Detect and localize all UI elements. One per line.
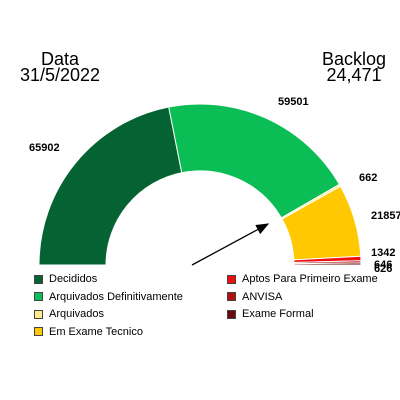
legend-label: Arquivados	[49, 308, 105, 320]
date-title: Data	[40, 49, 80, 69]
data-label-1: 59501	[278, 96, 309, 108]
legend-swatch	[34, 274, 43, 284]
gauge-segment-6	[293, 262, 362, 266]
legend-item-4: Aptos Para Primeiro Exame	[227, 273, 378, 285]
legend-swatch	[34, 309, 43, 319]
data-label-5: 646	[374, 259, 393, 271]
legend-label: Exame Formal	[242, 308, 314, 320]
legend-label: Arquivados Definitivamente	[49, 290, 183, 303]
legend-item-0: Decididos	[34, 273, 97, 285]
legend-item-5: ANVISA	[227, 291, 282, 303]
date-value: 31/5/2022	[19, 65, 101, 85]
legend-label: Em Exame Tecnico	[49, 325, 143, 338]
data-label-6: 626	[374, 263, 393, 275]
backlog-title: Backlog	[321, 49, 387, 69]
legend-item-2: Arquivados	[34, 308, 104, 320]
legend-item-6: Exame Formal	[227, 308, 314, 320]
backlog-value: 24,471	[326, 65, 382, 85]
gauge-needle	[191, 223, 270, 266]
legend-item-1: Arquivados Definitivamente	[34, 291, 183, 303]
gauge-segment-0	[38, 106, 183, 266]
legend-swatch	[227, 292, 236, 301]
data-label-3: 21857	[371, 210, 400, 222]
legend-label: Aptos Para Primeiro Exame	[242, 273, 378, 285]
data-label-2: 662	[359, 172, 378, 184]
legend-swatch	[34, 327, 43, 336]
legend-swatch	[227, 274, 236, 284]
legend-swatch	[34, 292, 43, 301]
data-label-4: 1342	[371, 247, 396, 259]
legend-label: Decididos	[49, 273, 98, 285]
legend-swatch	[227, 309, 236, 319]
legend-label: ANVISA	[242, 290, 283, 303]
legend-item-3: Em Exame Tecnico	[34, 326, 143, 338]
data-label-0: 65902	[29, 142, 60, 154]
